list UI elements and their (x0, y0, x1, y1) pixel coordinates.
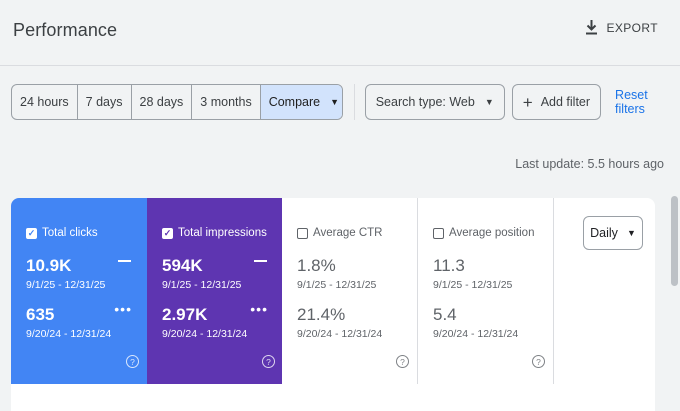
help-circle-icon[interactable]: ? (532, 355, 545, 368)
date-range-current: 9/1/25 - 12/31/25 (297, 279, 377, 291)
export-button[interactable]: EXPORT (586, 20, 658, 35)
range-24-hours-button[interactable]: 24 hours (12, 85, 78, 119)
granularity-label: Daily (590, 226, 618, 240)
scrollbar[interactable] (671, 196, 678, 286)
metric-label: Average CTR (313, 227, 383, 239)
checkbox-checked-icon[interactable]: ✓ (26, 227, 37, 239)
metric-value-current: 1.8% (297, 256, 336, 275)
range-3-months-button[interactable]: 3 months (192, 85, 261, 119)
search-type-label: Search type: Web (375, 95, 475, 109)
range-7-days-button[interactable]: 7 days (78, 85, 132, 119)
metric-label: Total impressions (178, 227, 267, 239)
caret-down-icon: ▼ (626, 228, 636, 238)
metric-value-current: 594K (162, 256, 203, 275)
top-bar: Performance EXPORT (0, 0, 680, 66)
filter-bar: 24 hours 7 days 28 days 3 months Compare… (11, 84, 680, 120)
date-range-previous: 9/20/24 - 12/31/24 (433, 328, 519, 340)
metric-total-impressions[interactable]: ✓ Total impressions 594K 9/1/25 - 12/31/… (147, 198, 283, 384)
metrics-card: ✓ Total clicks 10.9K 9/1/25 - 12/31/25 6… (11, 198, 655, 411)
metric-label: Average position (449, 227, 535, 239)
date-range-selector: 24 hours 7 days 28 days 3 months Compare… (11, 84, 343, 120)
download-icon (586, 20, 598, 35)
compare-dropdown[interactable]: Compare ▼ (260, 85, 342, 119)
metric-total-clicks[interactable]: ✓ Total clicks 10.9K 9/1/25 - 12/31/25 6… (11, 198, 147, 384)
caret-down-icon: ▼ (484, 97, 494, 107)
plus-icon: + (522, 92, 533, 112)
date-range-current: 9/1/25 - 12/31/25 (26, 279, 106, 291)
export-label: EXPORT (606, 20, 658, 35)
page-title: Performance (13, 20, 118, 40)
solid-line-legend-icon (254, 260, 267, 262)
range-28-days-button[interactable]: 28 days (132, 85, 193, 119)
reset-filters-link[interactable]: Reset filters (615, 88, 648, 116)
metric-header: ✓ Total clicks (26, 227, 98, 239)
compare-label: Compare (268, 95, 321, 109)
date-range-previous: 9/20/24 - 12/31/24 (26, 328, 112, 340)
date-range-previous: 9/20/24 - 12/31/24 (297, 328, 383, 340)
dotted-line-legend-icon: ••• (250, 301, 268, 317)
metric-value-current: 10.9K (26, 256, 72, 275)
metric-label: Total clicks (42, 227, 98, 239)
checkbox-unchecked-icon[interactable] (433, 227, 444, 239)
metric-value-previous: 5.4 (433, 305, 457, 324)
metric-value-previous: 2.97K (162, 305, 208, 324)
solid-line-legend-icon (118, 260, 131, 262)
help-circle-icon[interactable]: ? (396, 355, 409, 368)
divider (353, 84, 355, 120)
metric-header: Average position (433, 227, 534, 239)
checkbox-checked-icon[interactable]: ✓ (162, 227, 173, 239)
metric-header: ✓ Total impressions (162, 227, 267, 239)
metric-value-previous: 635 (26, 305, 55, 324)
metric-average-ctr[interactable]: Average CTR 1.8% 9/1/25 - 12/31/25 21.4%… (282, 198, 418, 384)
date-range-current: 9/1/25 - 12/31/25 (162, 279, 242, 291)
add-filter-label: Add filter (540, 95, 591, 109)
metric-average-position[interactable]: Average position 11.3 9/1/25 - 12/31/25 … (418, 198, 554, 384)
dotted-line-legend-icon: ••• (114, 301, 132, 317)
metric-header: Average CTR (297, 227, 382, 239)
granularity-dropdown[interactable]: Daily ▼ (583, 216, 643, 250)
metric-value-previous: 21.4% (297, 305, 346, 324)
last-update-text: Last update: 5.5 hours ago (515, 157, 664, 171)
caret-down-icon: ▼ (330, 97, 340, 107)
help-circle-icon[interactable]: ? (126, 355, 139, 368)
date-range-previous: 9/20/24 - 12/31/24 (162, 328, 248, 340)
checkbox-unchecked-icon[interactable] (297, 227, 308, 239)
metric-value-current: 11.3 (433, 256, 465, 275)
search-type-dropdown[interactable]: Search type: Web ▼ (364, 84, 505, 120)
help-circle-icon[interactable]: ? (262, 355, 275, 368)
add-filter-button[interactable]: + Add filter (511, 84, 602, 120)
date-range-current: 9/1/25 - 12/31/25 (433, 279, 513, 291)
